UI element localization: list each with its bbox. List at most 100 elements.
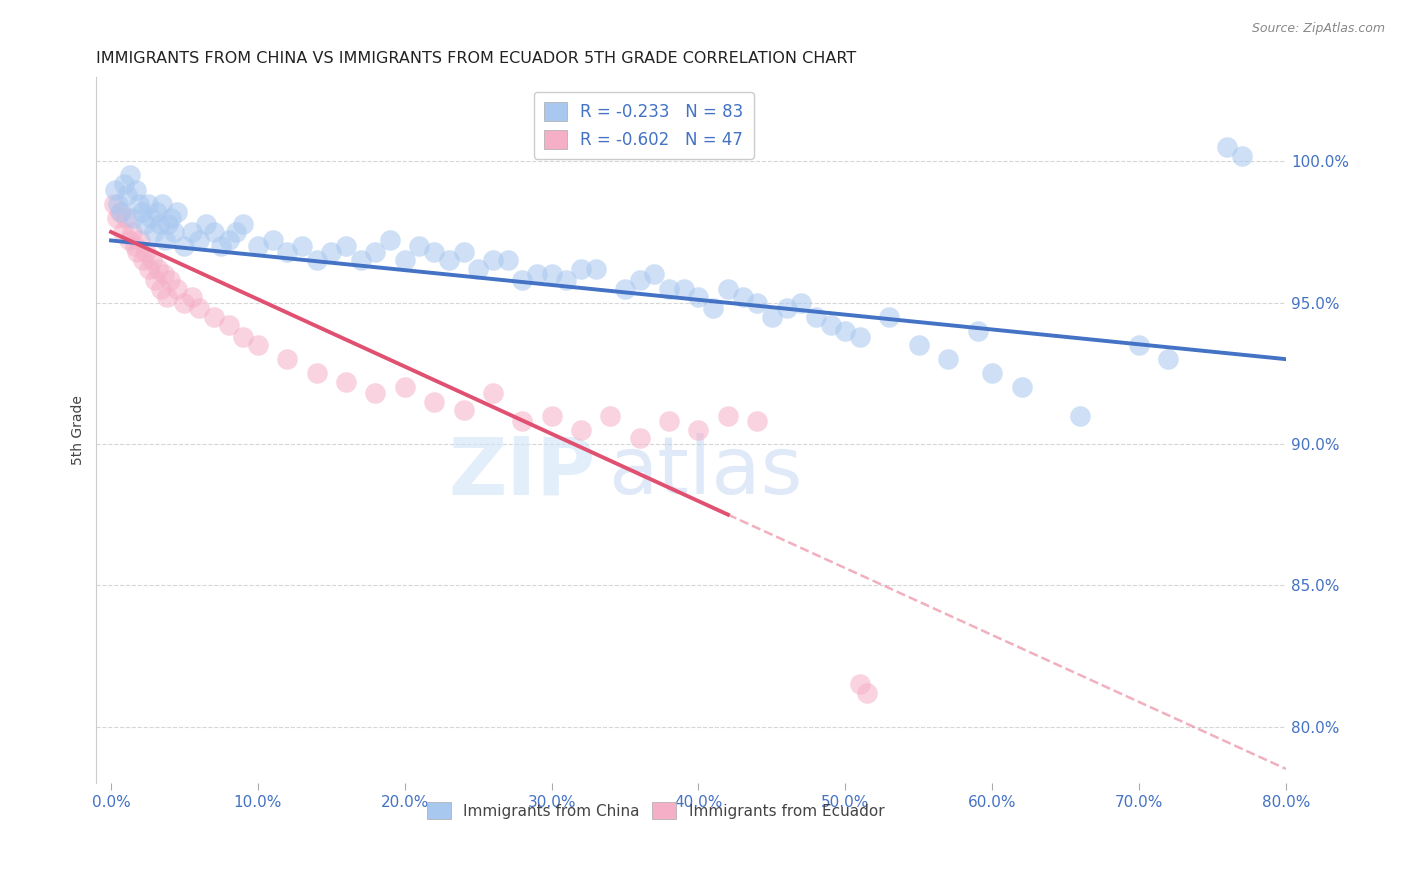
Point: [747, 295, 769, 310]
Point: [246, 338, 269, 352]
Point: [121, 225, 143, 239]
Point: [1157, 352, 1180, 367]
Point: [188, 234, 211, 248]
Point: [110, 205, 132, 219]
Point: [702, 301, 724, 316]
Point: [482, 386, 505, 401]
Point: [981, 366, 1004, 380]
Point: [569, 261, 592, 276]
Point: [453, 244, 475, 259]
Point: [628, 431, 651, 445]
Point: [437, 253, 460, 268]
Point: [146, 261, 169, 276]
Point: [262, 234, 284, 248]
Point: [569, 423, 592, 437]
Point: [335, 239, 357, 253]
Point: [232, 329, 254, 343]
Text: Source: ZipAtlas.com: Source: ZipAtlas.com: [1251, 22, 1385, 36]
Point: [134, 217, 156, 231]
Point: [717, 281, 740, 295]
Point: [166, 281, 188, 295]
Point: [849, 677, 872, 691]
Point: [131, 205, 153, 219]
Point: [136, 196, 159, 211]
Point: [173, 295, 195, 310]
Point: [540, 268, 562, 282]
Point: [142, 225, 165, 239]
Point: [120, 169, 142, 183]
Point: [276, 244, 298, 259]
Point: [585, 261, 607, 276]
Point: [820, 318, 842, 333]
Point: [688, 290, 710, 304]
Point: [218, 234, 240, 248]
Legend: Immigrants from China, Immigrants from Ecuador: Immigrants from China, Immigrants from E…: [420, 796, 890, 825]
Point: [160, 211, 183, 225]
Point: [510, 414, 533, 428]
Point: [790, 295, 813, 310]
Text: IMMIGRANTS FROM CHINA VS IMMIGRANTS FROM ECUADOR 5TH GRADE CORRELATION CHART: IMMIGRANTS FROM CHINA VS IMMIGRANTS FROM…: [97, 51, 856, 66]
Point: [496, 253, 519, 268]
Point: [135, 244, 157, 259]
Point: [276, 352, 298, 367]
Point: [115, 188, 138, 202]
Point: [105, 211, 128, 225]
Point: [103, 196, 125, 211]
Point: [555, 273, 578, 287]
Point: [112, 177, 135, 191]
Point: [305, 366, 328, 380]
Y-axis label: 5th Grade: 5th Grade: [72, 395, 86, 465]
Point: [107, 196, 129, 211]
Point: [628, 273, 651, 287]
Point: [155, 234, 177, 248]
Point: [305, 253, 328, 268]
Point: [1128, 338, 1150, 352]
Point: [540, 409, 562, 423]
Point: [291, 239, 314, 253]
Point: [378, 234, 401, 248]
Point: [111, 225, 134, 239]
Point: [907, 338, 929, 352]
Point: [141, 253, 163, 268]
Point: [163, 225, 186, 239]
Point: [1216, 140, 1239, 154]
Point: [209, 239, 232, 253]
Point: [157, 217, 180, 231]
Point: [188, 301, 211, 316]
Point: [321, 244, 343, 259]
Point: [246, 239, 269, 253]
Point: [148, 217, 170, 231]
Point: [599, 409, 621, 423]
Point: [149, 281, 172, 295]
Point: [202, 310, 225, 324]
Point: [936, 352, 959, 367]
Point: [394, 380, 416, 394]
Point: [122, 211, 145, 225]
Point: [482, 253, 505, 268]
Point: [688, 423, 710, 437]
Point: [717, 409, 740, 423]
Point: [153, 268, 176, 282]
Point: [152, 196, 174, 211]
Point: [166, 205, 188, 219]
Point: [225, 225, 247, 239]
Point: [834, 324, 856, 338]
Point: [394, 253, 416, 268]
Point: [364, 244, 387, 259]
Point: [125, 183, 148, 197]
Point: [350, 253, 373, 268]
Point: [672, 281, 695, 295]
Point: [180, 290, 202, 304]
Point: [423, 394, 446, 409]
Point: [108, 205, 131, 219]
Point: [364, 386, 387, 401]
Point: [218, 318, 240, 333]
Point: [804, 310, 827, 324]
Point: [180, 225, 202, 239]
Point: [747, 414, 769, 428]
Point: [614, 281, 637, 295]
Point: [104, 183, 127, 197]
Point: [232, 217, 254, 231]
Point: [159, 273, 181, 287]
Point: [510, 273, 533, 287]
